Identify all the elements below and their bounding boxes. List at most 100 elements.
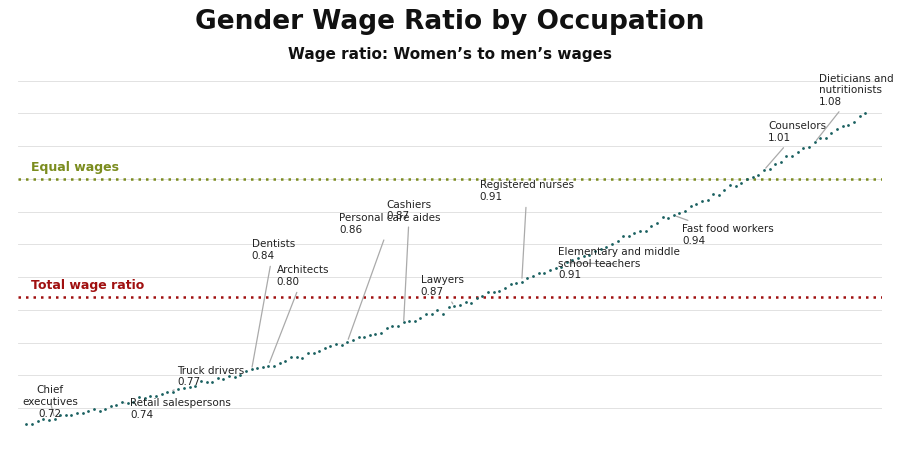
Point: [138, 394, 152, 401]
Text: Elementary and middle
school teachers
0.91: Elementary and middle school teachers 0.…: [559, 247, 680, 280]
Point: [678, 208, 692, 215]
Point: [565, 256, 580, 264]
Point: [622, 232, 636, 239]
Point: [19, 420, 33, 427]
Text: Retail salespersons
0.74: Retail salespersons 0.74: [125, 398, 231, 420]
Point: [126, 398, 140, 405]
Point: [599, 243, 614, 251]
Point: [492, 287, 507, 294]
Point: [351, 333, 365, 341]
Point: [31, 418, 45, 425]
Text: Cashiers
0.87: Cashiers 0.87: [387, 200, 432, 321]
Point: [661, 215, 675, 222]
Point: [605, 240, 619, 248]
Point: [98, 405, 112, 413]
Point: [807, 139, 822, 146]
Point: [301, 350, 315, 357]
Point: [148, 393, 163, 400]
Point: [520, 274, 535, 282]
Point: [633, 228, 647, 235]
Point: [830, 126, 844, 133]
Point: [503, 280, 517, 288]
Point: [183, 383, 197, 390]
Point: [683, 202, 698, 209]
Point: [312, 348, 327, 355]
Point: [425, 310, 439, 318]
Point: [796, 144, 811, 151]
Point: [453, 301, 467, 308]
Point: [723, 181, 737, 189]
Text: Dieticians and
nutritionists
1.08: Dieticians and nutritionists 1.08: [816, 74, 894, 140]
Point: [593, 245, 608, 252]
Point: [610, 237, 625, 244]
Text: Architects
0.80: Architects 0.80: [269, 266, 329, 363]
Point: [554, 263, 569, 270]
Point: [571, 255, 585, 262]
Point: [752, 171, 766, 179]
Point: [802, 144, 816, 151]
Text: Dentists
0.84: Dentists 0.84: [252, 239, 295, 367]
Point: [436, 310, 450, 317]
Text: Lawyers
0.87: Lawyers 0.87: [420, 275, 464, 304]
Point: [70, 409, 85, 416]
Point: [176, 385, 191, 392]
Point: [745, 173, 760, 180]
Point: [706, 191, 720, 198]
Point: [250, 364, 265, 372]
Point: [385, 322, 400, 329]
Point: [58, 411, 73, 418]
Point: [819, 135, 833, 142]
Point: [363, 332, 377, 339]
Point: [340, 339, 355, 346]
Text: Total wage ratio: Total wage ratio: [31, 279, 144, 292]
Point: [447, 302, 462, 310]
Point: [290, 353, 304, 360]
Point: [295, 354, 310, 361]
Text: Wage ratio: Women’s to men’s wages: Wage ratio: Women’s to men’s wages: [288, 47, 612, 62]
Point: [222, 372, 237, 379]
Point: [115, 399, 130, 406]
Point: [441, 304, 455, 311]
Point: [582, 252, 597, 259]
Point: [228, 374, 242, 381]
Point: [847, 118, 861, 126]
Point: [194, 377, 208, 384]
Point: [233, 371, 248, 378]
Point: [858, 109, 872, 117]
Point: [475, 292, 490, 299]
Point: [93, 407, 107, 414]
Point: [323, 342, 338, 349]
Point: [740, 176, 754, 183]
Point: [171, 385, 185, 392]
Point: [245, 365, 259, 373]
Point: [577, 252, 591, 260]
Point: [543, 266, 557, 274]
Point: [627, 230, 642, 237]
Point: [48, 415, 62, 422]
Point: [734, 179, 749, 186]
Point: [638, 227, 652, 234]
Point: [41, 416, 56, 423]
Point: [211, 374, 225, 382]
Point: [509, 279, 524, 286]
Text: Chief
executives
0.72: Chief executives 0.72: [22, 385, 78, 418]
Point: [418, 310, 433, 318]
Point: [396, 319, 410, 326]
Point: [64, 411, 78, 418]
Point: [785, 153, 799, 160]
Point: [413, 314, 428, 321]
Point: [318, 344, 332, 351]
Point: [498, 284, 512, 292]
Point: [154, 390, 168, 397]
Point: [205, 378, 220, 385]
Point: [774, 159, 788, 166]
Point: [36, 415, 50, 423]
Point: [267, 362, 282, 369]
Point: [464, 299, 478, 306]
Point: [402, 318, 417, 325]
Point: [306, 349, 320, 356]
Point: [515, 278, 529, 285]
Point: [842, 122, 856, 129]
Point: [25, 420, 40, 427]
Point: [717, 186, 732, 194]
